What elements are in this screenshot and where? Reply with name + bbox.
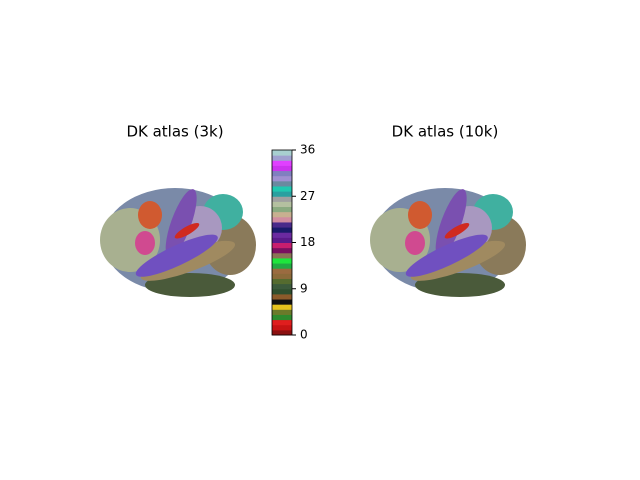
colorbar-segment (272, 165, 292, 172)
colorbar-tick-label: 0 (300, 328, 308, 342)
colorbar-segment (272, 191, 292, 197)
brain-surface (370, 188, 526, 297)
brain-region (415, 273, 505, 297)
colorbar-segment (272, 299, 292, 305)
colorbar-segment (272, 283, 292, 290)
colorbar-segment (272, 180, 292, 187)
colorbar-segment (272, 309, 292, 315)
colorbar-segment (272, 206, 292, 213)
brain-region (435, 189, 467, 258)
colorbar-segment (272, 252, 292, 259)
colorbar-segment (272, 268, 292, 274)
colorbar-segment (272, 319, 292, 326)
brain-region (138, 201, 162, 229)
colorbar-segment (272, 160, 292, 166)
colorbar-segment (272, 175, 292, 182)
colorbar-tick-label: 36 (300, 143, 315, 157)
colorbar-segment (272, 170, 292, 177)
colorbar-segment (272, 221, 292, 228)
brain-region (444, 222, 470, 239)
colorbar-tick-label: 9 (300, 281, 308, 295)
brain-region (405, 234, 488, 277)
colorbar-segment (272, 155, 292, 161)
colorbar-tick-label: 18 (300, 235, 315, 249)
colorbar-tick-label: 27 (300, 189, 315, 203)
colorbar-segment (272, 329, 292, 336)
colorbar-segment (272, 201, 292, 208)
colorbar-segment (272, 304, 292, 310)
colorbar-segment (272, 314, 292, 321)
colorbar-segment (272, 237, 292, 243)
brain-surface (100, 188, 256, 297)
brain-region (135, 234, 218, 277)
brain-region (165, 189, 197, 258)
colorbar-segment (272, 150, 292, 156)
colorbar-segment (272, 288, 292, 295)
brain-region (135, 231, 155, 255)
colorbar-segment (272, 324, 292, 331)
colorbar-segment (272, 185, 292, 192)
colorbar-segment (272, 216, 292, 223)
colorbar-segment (272, 227, 292, 233)
subplot-title: DK atlas (10k) (392, 123, 499, 141)
subplot-title: DK atlas (3k) (126, 123, 223, 141)
colorbar-segment (272, 257, 292, 264)
colorbar-segment (272, 273, 292, 279)
brain-region (174, 222, 200, 239)
colorbar-segment (272, 293, 292, 300)
colorbar-segment (272, 263, 292, 269)
brain-region (408, 201, 432, 229)
colorbar-segment (272, 211, 292, 218)
colorbar-segment (272, 247, 292, 254)
brain-region (405, 231, 425, 255)
colorbar-segment (272, 196, 292, 202)
brain-region (145, 273, 235, 297)
colorbar-segment (272, 242, 292, 249)
colorbar-segment (272, 278, 292, 285)
colorbar-segment (272, 232, 292, 238)
